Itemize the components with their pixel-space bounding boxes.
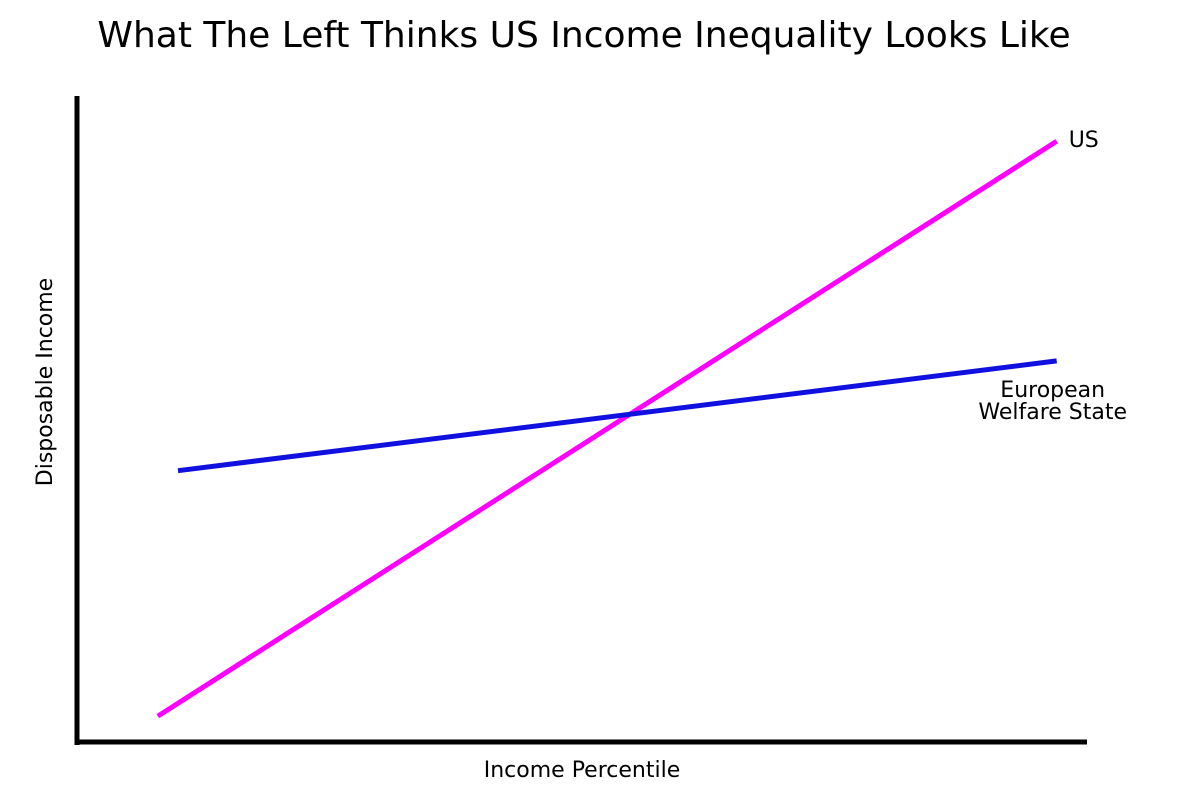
series-label-line: Welfare State [978,400,1127,425]
series-label-2: European Welfare State [978,378,1127,425]
x-axis-label: Income Percentile [484,758,681,783]
series-line-1 [156,139,1059,719]
series-label-1: US [1069,128,1099,153]
chart-title: What The Left Thinks US Income Inequalit… [97,15,1070,56]
series-line-2 [177,358,1058,474]
series-label-line: US [1069,128,1099,153]
series-2: European Welfare State [177,358,1127,474]
y-axis-label: Disposable Income [33,278,58,486]
series-1: US [156,128,1099,719]
series-label-line: European [1000,378,1105,403]
series-layer: US European Welfare State [156,128,1127,719]
